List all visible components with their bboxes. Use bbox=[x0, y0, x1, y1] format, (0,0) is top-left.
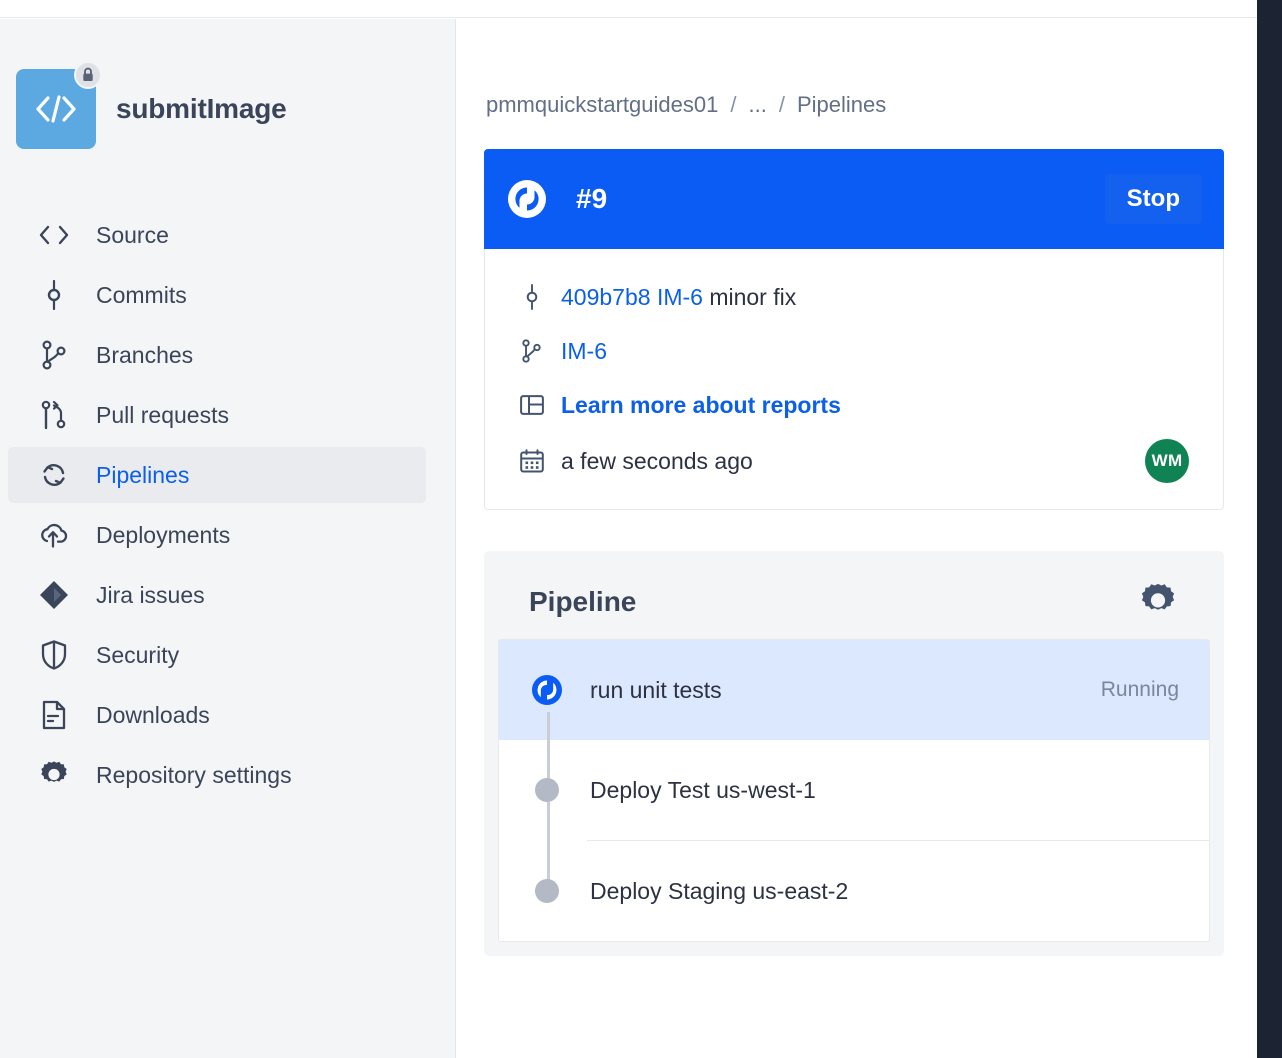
sidebar-item-repository-settings[interactable]: Repository settings bbox=[8, 747, 426, 803]
in-progress-icon bbox=[506, 178, 548, 220]
learn-more-reports-link[interactable]: Learn more about reports bbox=[561, 391, 841, 418]
sidebar-item-commits[interactable]: Commits bbox=[8, 267, 426, 323]
jira-diamond-icon bbox=[38, 579, 70, 611]
page-title: submitImage bbox=[116, 93, 287, 124]
shield-icon bbox=[38, 639, 70, 671]
branch-icon bbox=[38, 339, 70, 371]
sidebar-item-pull-requests[interactable]: Pull requests bbox=[8, 387, 426, 443]
build-timestamp: a few seconds ago bbox=[561, 447, 753, 474]
pipeline-step-label: Deploy Test us-west-1 bbox=[590, 776, 816, 803]
sidebar-item-label: Commits bbox=[96, 281, 187, 308]
sidebar-item-label: Pull requests bbox=[96, 401, 229, 428]
main-content: pmmquickstartguides01 / ... / Pipelines … bbox=[456, 19, 1257, 1058]
code-brackets-icon bbox=[36, 95, 76, 123]
pipeline-header: Pipeline bbox=[498, 565, 1210, 639]
avatar bbox=[16, 61, 102, 149]
pull-request-icon bbox=[38, 399, 70, 431]
top-bar bbox=[0, 0, 1257, 18]
sidebar-item-label: Deployments bbox=[96, 521, 231, 548]
pending-dot-icon bbox=[531, 875, 563, 907]
pipeline-step-status: Running bbox=[1100, 678, 1179, 701]
breadcrumb: pmmquickstartguides01 / ... / Pipelines bbox=[486, 92, 886, 118]
breadcrumb-workspace[interactable]: pmmquickstartguides01 bbox=[486, 92, 719, 117]
sidebar-item-label: Downloads bbox=[96, 701, 210, 728]
sidebar-item-pipelines[interactable]: Pipelines bbox=[8, 447, 426, 503]
sidebar-item-label: Security bbox=[96, 641, 180, 668]
pipeline-step-deploy-test[interactable]: Deploy Test us-west-1 bbox=[499, 740, 1209, 840]
repository-sidebar: submitImage Source bbox=[0, 19, 456, 1058]
gear-icon bbox=[1139, 582, 1177, 623]
document-icon bbox=[38, 699, 70, 731]
pipeline-step-label: Deploy Staging us-east-2 bbox=[590, 877, 849, 904]
sidebar-item-label: Branches bbox=[96, 341, 194, 368]
commit-message: minor fix bbox=[709, 283, 797, 310]
pipelines-refresh-icon bbox=[38, 459, 70, 491]
commit-issue-link[interactable]: IM-6 bbox=[656, 283, 703, 310]
reports-row: Learn more about reports bbox=[519, 385, 1189, 425]
sidebar-item-branches[interactable]: Branches bbox=[8, 327, 426, 383]
breadcrumb-current[interactable]: Pipelines bbox=[796, 92, 887, 117]
commit-icon bbox=[38, 279, 70, 311]
sidebar-item-source[interactable]: Source bbox=[8, 207, 426, 263]
step-connector-line bbox=[547, 712, 550, 892]
breadcrumb-ellipsis[interactable]: ... bbox=[748, 92, 767, 117]
avatar[interactable]: WM bbox=[1145, 439, 1189, 483]
pipeline-step-label: run unit tests bbox=[590, 676, 722, 703]
sidebar-item-jira-issues[interactable]: Jira issues bbox=[8, 567, 426, 623]
repository-header: submitImage bbox=[16, 61, 287, 149]
timestamp-row: a few seconds ago WM bbox=[519, 439, 1189, 483]
breadcrumb-separator: / bbox=[778, 92, 785, 117]
sidebar-nav: Source Commits bbox=[0, 207, 456, 803]
lock-icon bbox=[74, 61, 102, 89]
right-dark-rail bbox=[1257, 0, 1282, 1058]
commit-icon bbox=[519, 284, 545, 310]
sidebar-item-label: Pipelines bbox=[96, 461, 190, 488]
sidebar-item-label: Source bbox=[96, 221, 169, 248]
stop-button[interactable]: Stop bbox=[1104, 174, 1202, 224]
pipeline-step-deploy-staging[interactable]: Deploy Staging us-east-2 bbox=[499, 841, 1209, 941]
pipeline-steps-list: run unit tests Running Deploy Test us-we… bbox=[498, 639, 1210, 942]
pipeline-settings-button[interactable] bbox=[1138, 582, 1178, 622]
sidebar-item-label: Repository settings bbox=[96, 761, 292, 788]
report-panel-icon bbox=[519, 392, 545, 418]
sidebar-item-security[interactable]: Security bbox=[8, 627, 426, 683]
step-divider bbox=[587, 840, 1209, 841]
pipeline-title: Pipeline bbox=[529, 586, 637, 617]
pipeline-step-run-unit-tests[interactable]: run unit tests Running bbox=[499, 640, 1209, 740]
pending-dot-icon bbox=[531, 774, 563, 806]
branch-link[interactable]: IM-6 bbox=[561, 337, 607, 364]
sidebar-item-label: Jira issues bbox=[96, 581, 205, 608]
cloud-upload-icon bbox=[38, 519, 70, 551]
breadcrumb-separator: / bbox=[730, 92, 737, 117]
sidebar-item-downloads[interactable]: Downloads bbox=[8, 687, 426, 743]
commit-message-row: 409b7b8 IM-6 minor fix bbox=[519, 277, 1189, 317]
branch-row: IM-6 bbox=[519, 331, 1189, 371]
sidebar-item-deployments[interactable]: Deployments bbox=[8, 507, 426, 563]
pipeline-card: Pipeline bbox=[484, 551, 1224, 956]
branch-icon bbox=[519, 338, 545, 364]
calendar-icon bbox=[519, 448, 545, 474]
build-header: #9 Stop bbox=[484, 149, 1224, 249]
build-details-card: 409b7b8 IM-6 minor fix IM-6 bbox=[484, 249, 1224, 510]
in-progress-icon bbox=[531, 674, 563, 706]
build-number: #9 bbox=[576, 183, 608, 214]
gear-icon bbox=[38, 759, 70, 791]
commit-hash-link[interactable]: 409b7b8 bbox=[561, 283, 651, 310]
code-brackets-icon bbox=[38, 219, 70, 251]
